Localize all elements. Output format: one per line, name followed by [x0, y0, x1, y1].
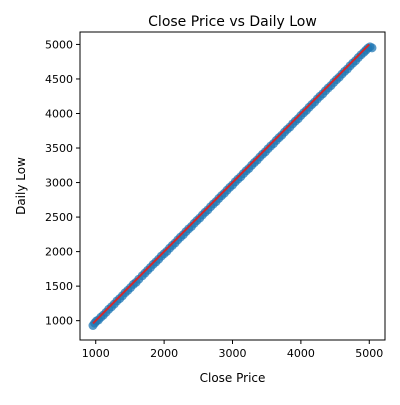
x-tick-label: 1000	[82, 347, 110, 360]
data-point	[367, 43, 377, 53]
y-tick-label: 5000	[45, 38, 73, 51]
x-tick-label: 2000	[150, 347, 178, 360]
y-axis-ticks: 1000 1500 2000 2500 3000 3500 4000 4500 5000	[45, 38, 80, 328]
x-tick-label: 3000	[219, 347, 247, 360]
x-tick-label: 5000	[355, 347, 383, 360]
y-tick-label: 1500	[45, 280, 73, 293]
chart-title: Close Price vs Daily Low	[148, 14, 317, 30]
fit-line	[92, 43, 370, 325]
y-tick-label: 4000	[45, 107, 73, 120]
y-tick-label: 3500	[45, 142, 73, 155]
y-tick-label: 1000	[45, 315, 73, 328]
y-tick-label: 2000	[45, 246, 73, 259]
y-axis-label: Daily Low	[14, 157, 28, 215]
y-tick-label: 4500	[45, 73, 73, 86]
points-layer	[88, 42, 377, 330]
x-tick-label: 4000	[287, 347, 315, 360]
x-axis-label: Close Price	[200, 371, 266, 385]
y-tick-label: 2500	[45, 211, 73, 224]
y-tick-label: 3000	[45, 177, 73, 190]
x-axis-ticks: 1000 2000 3000 4000 5000	[82, 340, 383, 360]
fit-line-layer	[92, 43, 370, 325]
